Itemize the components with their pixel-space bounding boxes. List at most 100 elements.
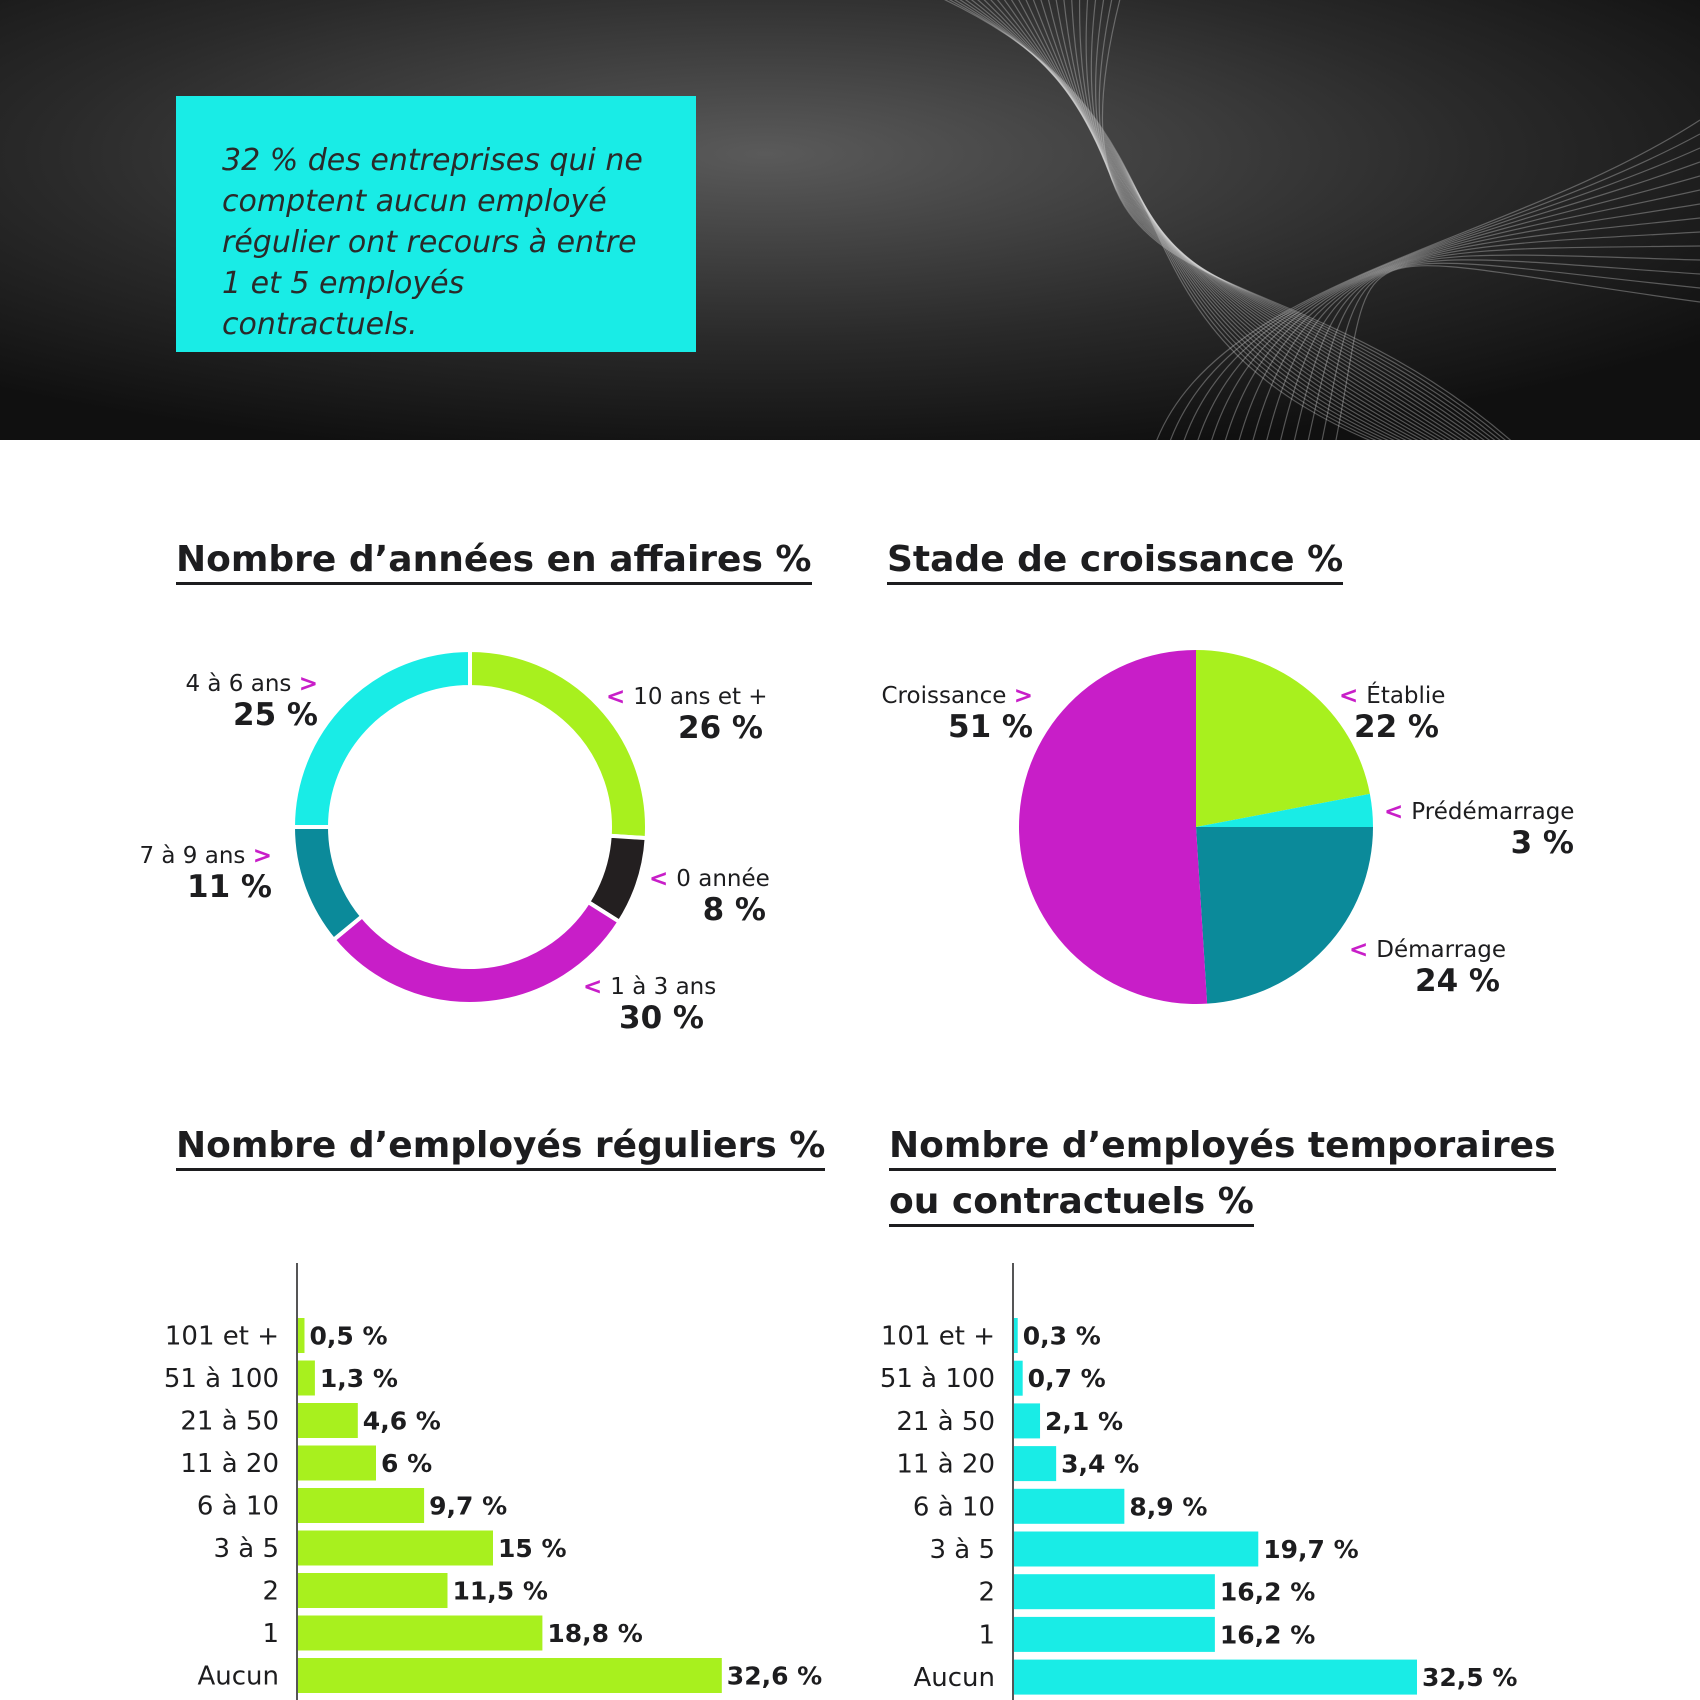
donut-slice-7-a-9-ans	[290, 825, 365, 943]
hero-swirl-line	[1003, 0, 1430, 440]
hero-swirl-line	[977, 0, 1407, 440]
bar-aucun	[298, 1658, 722, 1693]
chevron-right-icon: >	[299, 671, 318, 697]
bar-11-a-20	[1014, 1446, 1057, 1482]
bar-2	[298, 1573, 448, 1608]
category-label-2: 2	[262, 1577, 279, 1607]
hero-swirl-line	[990, 0, 1419, 440]
chart-title-temporary-line2: ou contractuels %	[889, 1181, 1254, 1227]
hero-swirl-line	[1321, 262, 1700, 440]
value-label-3-a-5: 19,7 %	[1263, 1535, 1358, 1564]
category-label-6-a-10: 6 à 10	[913, 1492, 995, 1522]
category-label-aucun: Aucun	[197, 1662, 279, 1692]
hero-banner: 32 % des entreprises qui ne comptent auc…	[0, 0, 1700, 440]
hero-swirl-line	[1032, 0, 1453, 440]
slice-value-etablie: 22 %	[1354, 709, 1439, 745]
donut-slice-10-ans-et	[468, 647, 649, 841]
value-label-11-a-20: 3,4 %	[1061, 1450, 1139, 1479]
bar-101-et	[1014, 1318, 1018, 1353]
hero-swirl-line	[1169, 133, 1700, 440]
category-label-3-a-5: 3 à 5	[929, 1535, 995, 1565]
chart-title-growth-text: Stade de croissance %	[887, 539, 1344, 585]
chart-title-regular-text: Nombre d’employés réguliers %	[176, 1125, 826, 1171]
category-label-2: 2	[978, 1578, 995, 1608]
value-label-6-a-10: 9,7 %	[429, 1492, 507, 1521]
hero-swirl-line	[948, 0, 1377, 440]
category-label-11-a-20: 11 à 20	[180, 1449, 279, 1479]
pie-slice-etablie	[1196, 650, 1370, 827]
slice-value-1-a-3-ans: 30 %	[619, 1000, 704, 1036]
slice-label-10-ans-et: < 10 ans et +	[606, 684, 768, 710]
slice-label-predemarrage: < Prédémarrage	[1384, 799, 1574, 825]
hero-swirl-line	[1098, 0, 1506, 440]
bar-21-a-50	[1014, 1403, 1041, 1439]
hero-swirl-line	[1238, 203, 1700, 440]
hero-swirl-line	[1071, 0, 1480, 440]
chevron-left-icon: <	[1349, 937, 1376, 963]
pie-slice-croissance	[1019, 650, 1208, 1004]
slice-value-10-ans-et: 26 %	[678, 710, 763, 746]
hero-swirl-line	[943, 0, 1371, 440]
category-label-51-a-100: 51 à 100	[880, 1364, 995, 1394]
slice-label-croissance: Croissance >	[882, 683, 1034, 709]
hero-swirl-line	[1101, 0, 1512, 440]
slice-label-4-a-6-ans: 4 à 6 ans >	[185, 671, 318, 697]
slice-value-croissance: 51 %	[948, 709, 1033, 745]
hero-swirl-line	[1224, 189, 1700, 440]
bar-1	[1014, 1616, 1215, 1652]
callout-text: 32 % des entreprises qui ne comptent auc…	[222, 143, 643, 342]
value-label-aucun: 32,6 %	[727, 1662, 822, 1691]
bar-chart-temporary: 101 et +0,3 %51 à 100 0,7 %21 à 50 2,1 %11…	[880, 1263, 1517, 1700]
slice-value-7-a-9-ans: 11 %	[187, 869, 272, 905]
value-label-2: 16,2 %	[1220, 1578, 1315, 1607]
chart-title-temporary-line1: Nombre d’employés temporaires	[889, 1125, 1556, 1171]
slice-label-7-a-9-ans: 7 à 9 ans >	[139, 843, 272, 869]
hero-swirl-line	[1252, 217, 1700, 440]
value-label-101-et: 0,5 %	[310, 1322, 388, 1351]
slice-label-0-annee: < 0 année	[649, 866, 770, 892]
hero-swirl-line	[953, 0, 1384, 440]
bar-101-et	[298, 1318, 305, 1353]
chevron-left-icon: <	[1339, 683, 1366, 709]
hero-swirl-line	[1063, 0, 1475, 440]
bar-51-a-100	[1014, 1360, 1023, 1396]
chevron-left-icon: <	[606, 684, 633, 710]
category-label-3-a-5: 3 à 5	[213, 1534, 279, 1564]
category-label-101-et: 101 et +	[881, 1322, 995, 1352]
bar-2	[1014, 1574, 1215, 1610]
value-label-51-a-100: 1,3 %	[320, 1364, 398, 1393]
value-label-1: 18,8 %	[547, 1619, 642, 1648]
slice-label-etablie: < Établie	[1339, 681, 1445, 709]
bar-6-a-10	[1014, 1488, 1125, 1524]
abstract-smoke-image	[0, 0, 1700, 440]
hero-swirl-line	[1156, 119, 1700, 440]
category-label-21-a-50: 21 à 50	[896, 1407, 995, 1437]
hero-swirl-line	[970, 0, 1402, 440]
bar-6-a-10	[298, 1488, 425, 1523]
hero-swirl-line	[1197, 161, 1700, 440]
value-label-11-a-20: 6 %	[381, 1449, 432, 1478]
category-label-6-a-10: 6 à 10	[197, 1492, 279, 1522]
hero-swirl-line	[1307, 259, 1700, 440]
slice-label-demarrage: < Démarrage	[1349, 937, 1506, 963]
category-label-51-a-100: 51 à 100	[164, 1364, 279, 1394]
slice-label-1-a-3-ans: < 1 à 3 ans	[583, 974, 716, 1000]
bar-11-a-20	[298, 1445, 376, 1481]
value-label-2: 11,5 %	[453, 1577, 548, 1606]
hero-swirl-line	[964, 0, 1396, 440]
value-label-3-a-5: 15 %	[498, 1534, 567, 1563]
chart-title-regular: Nombre d’employés réguliers %	[176, 1118, 826, 1174]
bar-aucun	[1014, 1659, 1417, 1695]
slice-value-demarrage: 24 %	[1415, 963, 1500, 999]
chart-title-temporary: Nombre d’employés temporaires ou contrac…	[889, 1118, 1556, 1230]
hero-swirl-line	[1040, 0, 1458, 440]
hero-swirl-line	[1293, 254, 1700, 440]
bar-51-a-100	[298, 1360, 315, 1396]
bar-3-a-5	[298, 1530, 493, 1566]
hero-swirl-line	[1078, 0, 1485, 440]
slice-value-0-annee: 8 %	[703, 892, 766, 928]
slice-value-4-a-6-ans: 25 %	[233, 697, 318, 733]
chevron-right-icon: >	[1014, 683, 1033, 709]
